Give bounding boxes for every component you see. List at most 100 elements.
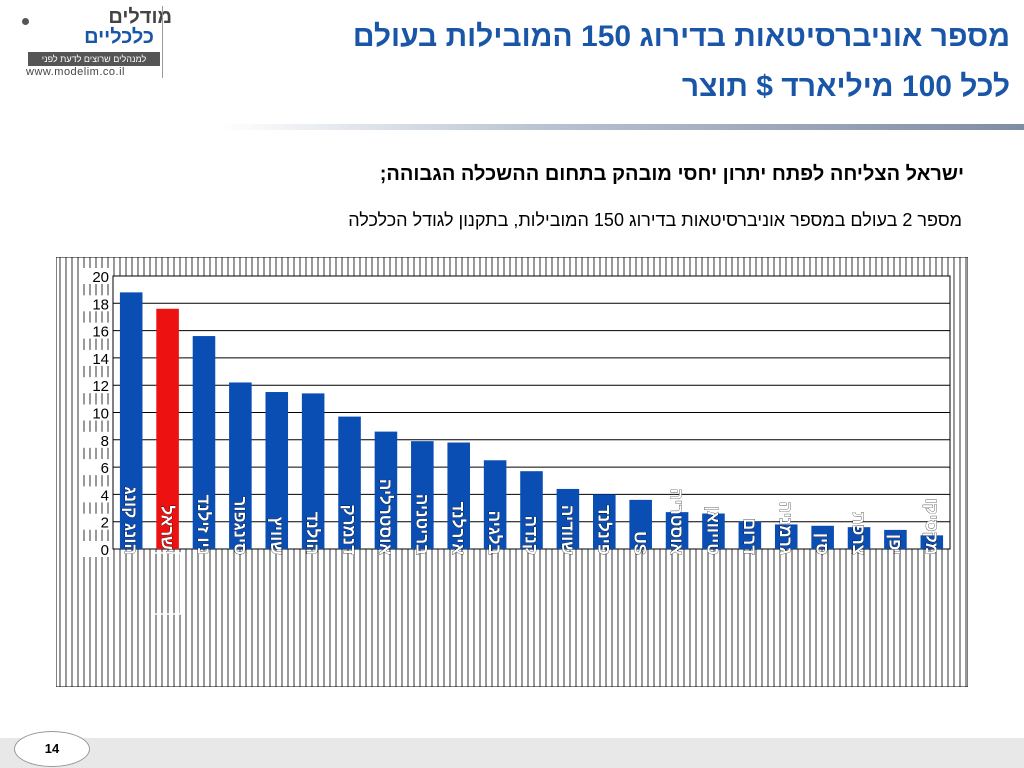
y-tick-label: 8 bbox=[101, 433, 109, 450]
y-tick-label-bg bbox=[81, 459, 111, 476]
x-tick-label-group: אוסטרליה bbox=[376, 479, 396, 556]
bar bbox=[702, 513, 725, 549]
x-tick-label: סין bbox=[813, 533, 832, 555]
logo-tagline: למנהלים שרוצים לדעת לפני bbox=[28, 52, 160, 66]
y-tick-label: 6 bbox=[101, 460, 109, 477]
subtitle-detail: מספר 2 בעולם במספר אוניברסיטאות בדירוג 1… bbox=[348, 210, 962, 230]
x-tick-label-group: יפן bbox=[885, 534, 905, 556]
y-tick-label-bg bbox=[81, 513, 111, 530]
bar bbox=[920, 535, 944, 549]
bar bbox=[301, 393, 325, 549]
y-tick-label: 12 bbox=[92, 378, 109, 395]
x-tick-label-group: צרפת bbox=[849, 512, 869, 556]
x-tick-label-group: דנמרק bbox=[339, 504, 359, 556]
y-tick-label: 18 bbox=[92, 296, 109, 313]
x-tick-label: שוודיה bbox=[558, 505, 577, 555]
x-tick-label: אירלנד bbox=[449, 502, 468, 556]
x-tick-label: טייוואן bbox=[703, 506, 722, 555]
chart-x-axis: הונג קונג ישראל ניו זילנד סינגפור שוויץ הולנד… bbox=[121, 479, 942, 615]
bar bbox=[556, 488, 580, 549]
logo-brand-line2: כלכליים bbox=[84, 26, 154, 48]
bar bbox=[884, 529, 907, 549]
bar bbox=[156, 308, 179, 549]
slide-title-line1: מספר אוניברסיטאות בדירוג 150 המובילות בע… bbox=[352, 20, 1010, 53]
bar bbox=[229, 382, 252, 549]
x-tick-label-group: אוסטריה bbox=[667, 488, 687, 556]
x-tick-label: פינלנד bbox=[594, 505, 613, 555]
y-tick-label: 0 bbox=[101, 542, 109, 559]
x-tick-label: אוסטרליה bbox=[376, 479, 395, 555]
y-tick-label-bg bbox=[81, 431, 111, 448]
x-tick-label: גרמניה bbox=[776, 502, 795, 555]
bar bbox=[520, 471, 543, 549]
x-tick-label: הולנד bbox=[303, 511, 322, 555]
bar bbox=[192, 336, 216, 549]
y-tick-label: 2 bbox=[101, 515, 109, 532]
x-tick-label: US bbox=[631, 531, 650, 555]
y-tick-label-bg bbox=[81, 295, 111, 312]
x-tick-label: דרום bbox=[740, 518, 759, 555]
y-tick-label: 20 bbox=[92, 269, 109, 286]
footer-bar bbox=[0, 738, 1024, 768]
bar bbox=[738, 521, 762, 549]
y-tick-label-bg bbox=[81, 349, 111, 366]
page-number-badge: 14 bbox=[14, 731, 90, 767]
chart-y-axis: 0 2 4 6 8 10 12 14 16 18 20 bbox=[81, 268, 111, 559]
bar bbox=[629, 499, 652, 549]
y-tick-label-bg bbox=[81, 322, 111, 339]
x-tick-label-group: ניו זילנד bbox=[194, 494, 214, 555]
x-tick-label-group: US bbox=[630, 531, 650, 555]
x-tick-label-group: פינלנד bbox=[594, 505, 614, 556]
x-tick-label: סינגפור bbox=[230, 497, 249, 555]
x-tick-label: דנמרק bbox=[340, 505, 359, 556]
bar bbox=[811, 525, 834, 549]
x-tick-label-group: שוודיה bbox=[558, 505, 578, 556]
bar bbox=[774, 524, 798, 549]
x-tick-label-group: בריטניה bbox=[412, 494, 432, 556]
y-tick-label: 10 bbox=[92, 406, 109, 423]
bar bbox=[411, 441, 434, 549]
x-tick-label: הונג קונג bbox=[121, 486, 140, 555]
x-tick-label: צרפת bbox=[849, 512, 868, 555]
bar bbox=[593, 494, 616, 549]
y-tick-label: 16 bbox=[92, 324, 109, 341]
y-tick-label-bg bbox=[81, 268, 111, 284]
slide-title-line2: לכל 100 מיליארד $ תוצר bbox=[681, 70, 1010, 103]
bar bbox=[338, 416, 361, 549]
bar bbox=[665, 512, 689, 549]
x-tick-label: בלגיה bbox=[485, 511, 504, 555]
y-tick-label-bg bbox=[81, 541, 111, 557]
x-tick-label-group: אירלנד bbox=[448, 501, 468, 556]
bar bbox=[483, 460, 507, 549]
x-tick-label-group: גרמניה bbox=[776, 501, 796, 555]
x-tick-label-group: שוויץ bbox=[266, 516, 286, 556]
x-tick-label-group: ישראל bbox=[153, 505, 182, 615]
y-tick-label: 14 bbox=[92, 351, 109, 368]
x-tick-label-group: מקסיקו bbox=[922, 498, 942, 555]
bar bbox=[374, 431, 398, 549]
x-tick-label-group: דרום bbox=[740, 518, 760, 556]
x-tick-label: אוסטריה bbox=[667, 489, 686, 556]
x-tick-label-group: הולנד bbox=[303, 511, 323, 555]
x-tick-label-group: הונג קונג bbox=[121, 486, 141, 555]
bar bbox=[119, 292, 143, 549]
x-tick-label-group: טייוואן bbox=[703, 506, 723, 556]
y-tick-label-bg bbox=[81, 486, 111, 503]
logo-url: www.modelim.co.il bbox=[26, 66, 125, 78]
x-tick-label-group: סינגפור bbox=[230, 496, 250, 555]
x-tick-label: קנדה bbox=[522, 516, 541, 555]
x-tick-label: יפן bbox=[885, 534, 904, 555]
subtitle-bold: ישראל הצליחה לפתח יתרון יחסי מובהק בתחום… bbox=[379, 163, 964, 185]
x-tick-label: ניו זילנד bbox=[194, 494, 213, 555]
logo-dot bbox=[22, 18, 29, 25]
chart-bars bbox=[119, 292, 944, 549]
logo-brand-line1: מודלים bbox=[108, 6, 172, 28]
bar bbox=[847, 527, 871, 549]
x-tick-label-highlight-box bbox=[153, 552, 182, 615]
y-tick-label-bg bbox=[81, 404, 111, 421]
x-tick-label: בריטניה bbox=[412, 494, 431, 555]
logo-divider bbox=[162, 6, 163, 78]
x-tick-label: שוויץ bbox=[267, 517, 286, 556]
bar-chart: 0 2 4 6 8 10 12 14 16 18 20 הונג קונג ישראל ניו זילנ… bbox=[56, 257, 968, 687]
logo: מודלים כלכליים למנהלים שרוצים לדעת לפני … bbox=[22, 6, 172, 78]
